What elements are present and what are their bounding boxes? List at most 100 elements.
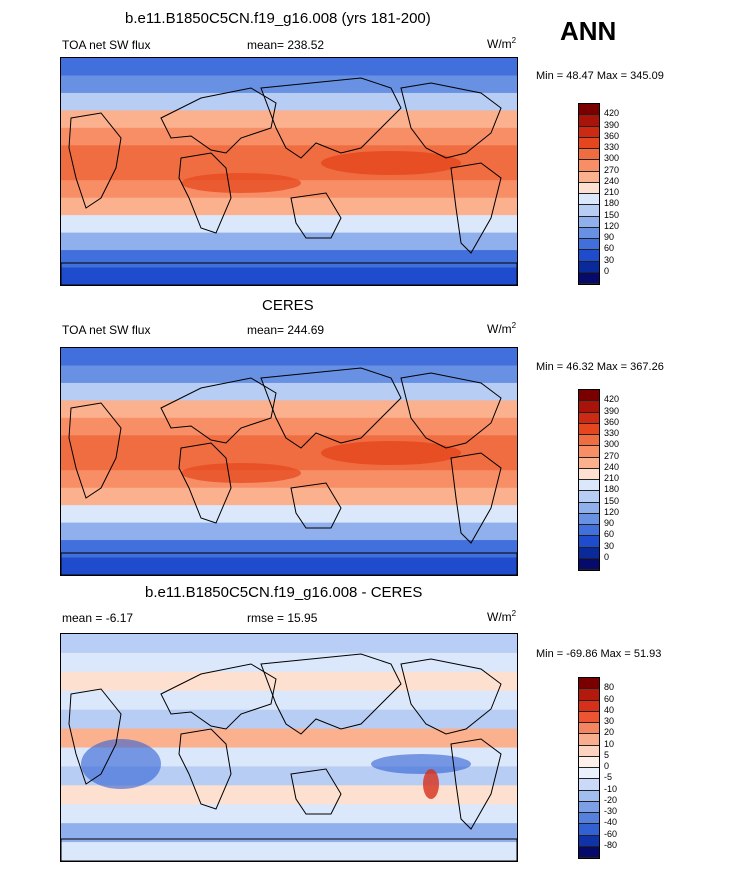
colorbar-cell: [579, 390, 599, 402]
colorbar-tick-label: 30: [604, 540, 615, 551]
colorbar-tick-label: 20: [604, 727, 615, 738]
colorbar: [578, 389, 600, 571]
mean-label: mean= 238.52: [247, 38, 325, 52]
colorbar-cell: [579, 435, 599, 447]
variable-label: TOA net SW flux: [62, 38, 151, 52]
colorbar-cell: [579, 734, 599, 746]
colorbar: [578, 103, 600, 285]
colorbar-tick-label: 120: [604, 220, 620, 231]
colorbar-cell: [579, 536, 599, 548]
colorbar-tick-label: 180: [604, 198, 620, 209]
colorbar-cell: [579, 558, 599, 570]
colorbar-tick-label: 330: [604, 428, 620, 438]
colorbar-cell: [579, 491, 599, 503]
colorbar-cell: [579, 216, 599, 228]
colorbar-tick-label: 390: [604, 405, 620, 416]
colorbar-cell: [579, 457, 599, 469]
colorbar-tick-label: 90: [604, 518, 615, 528]
colorbar-cell: [579, 468, 599, 480]
colorbar-cell: [579, 160, 599, 172]
contour-map: [60, 57, 518, 286]
colorbar-tick-label: 30: [604, 254, 615, 265]
colorbar-cell: [579, 689, 599, 701]
colorbar-tick-label: -60: [604, 828, 618, 839]
colorbar-tick-label: 30: [604, 716, 615, 726]
colorbar-tick-label: 60: [604, 243, 615, 254]
colorbar-tick-label: 0: [604, 551, 610, 562]
colorbar-cell: [579, 768, 599, 780]
mean-label: mean= 244.69: [247, 323, 325, 337]
minmax-label: Min = 46.32 Max = 367.26: [536, 361, 664, 373]
variable-label: TOA net SW flux: [62, 323, 151, 337]
colorbar-cell: [579, 801, 599, 813]
colorbar-tick-label: 240: [604, 461, 620, 472]
colorbar-tick-label: 150: [604, 495, 620, 506]
colorbar-tick-label: 0: [604, 761, 610, 771]
colorbar-cell: [579, 723, 599, 735]
colorbar-cell: [579, 813, 599, 825]
colorbar-cell: [579, 261, 599, 273]
colorbar-cell: [579, 446, 599, 458]
colorbar-tick-label: 180: [604, 484, 620, 495]
colorbar-tick-label: 420: [604, 394, 620, 405]
mean-label: mean = -6.17: [62, 611, 134, 625]
colorbar-cell: [579, 745, 599, 757]
colorbar-tick-label: 270: [604, 450, 620, 461]
colorbar-tick-label: 360: [604, 416, 620, 427]
colorbar-tick-label: 330: [604, 142, 620, 152]
units-label: W/m2: [487, 321, 517, 336]
colorbar-tick-label: 300: [604, 439, 620, 450]
minmax-label: Min = -69.86 Max = 51.93: [536, 648, 662, 660]
colorbar-cell: [579, 182, 599, 194]
colorbar-cell: [579, 525, 599, 537]
contour-map: [60, 347, 518, 576]
colorbar-tick-label: 210: [604, 187, 620, 197]
contour-map: [60, 633, 518, 862]
colorbar-cell: [579, 412, 599, 424]
colorbar-cell: [579, 205, 599, 217]
colorbar-cell: [579, 502, 599, 514]
colorbar-tick-label: 150: [604, 209, 620, 220]
colorbar-cell: [579, 756, 599, 768]
units-label: W/m2: [487, 36, 517, 51]
colorbar-cell: [579, 700, 599, 712]
colorbar-cell: [579, 250, 599, 262]
colorbar-cell: [579, 194, 599, 206]
colorbar-cell: [579, 239, 599, 251]
colorbar-tick-label: -80: [604, 839, 618, 850]
colorbar-tick-label: 420: [604, 108, 620, 119]
colorbar-tick-label: 80: [604, 682, 615, 693]
colorbar-cell: [579, 790, 599, 802]
colorbar-tick-label: 270: [604, 164, 620, 175]
units-label: W/m2: [487, 609, 517, 624]
panel-title: b.e11.B1850C5CN.f19_g16.008 - CERES: [145, 584, 423, 601]
colorbar-tick-label: -40: [604, 817, 618, 828]
colorbar-tick-label: 210: [604, 473, 620, 483]
colorbar-tick-label: 60: [604, 693, 615, 704]
colorbar-cell: [579, 513, 599, 525]
colorbar-tick-label: 10: [604, 738, 615, 749]
colorbar-cell: [579, 846, 599, 858]
colorbar-tick-label: 120: [604, 506, 620, 517]
colorbar-cell: [579, 401, 599, 413]
colorbar-tick-label: 300: [604, 153, 620, 164]
colorbar-tick-label: 40: [604, 704, 615, 715]
panel-title: CERES: [262, 297, 314, 314]
colorbar-tick-label: 5: [604, 749, 610, 760]
colorbar-tick-label: 390: [604, 119, 620, 130]
colorbar-cell: [579, 711, 599, 723]
minmax-label: Min = 48.47 Max = 345.09: [536, 70, 664, 82]
colorbar-cell: [579, 104, 599, 116]
colorbar-cell: [579, 678, 599, 690]
colorbar-cell: [579, 126, 599, 138]
colorbar-cell: [579, 824, 599, 836]
colorbar-cell: [579, 171, 599, 183]
panel-title: b.e11.B1850C5CN.f19_g16.008 (yrs 181-200…: [125, 10, 431, 27]
colorbar: [578, 677, 600, 859]
colorbar-cell: [579, 137, 599, 149]
colorbar-tick-label: -5: [604, 772, 613, 783]
colorbar-cell: [579, 423, 599, 435]
colorbar-cell: [579, 149, 599, 161]
colorbar-tick-label: 60: [604, 529, 615, 540]
colorbar-cell: [579, 115, 599, 127]
